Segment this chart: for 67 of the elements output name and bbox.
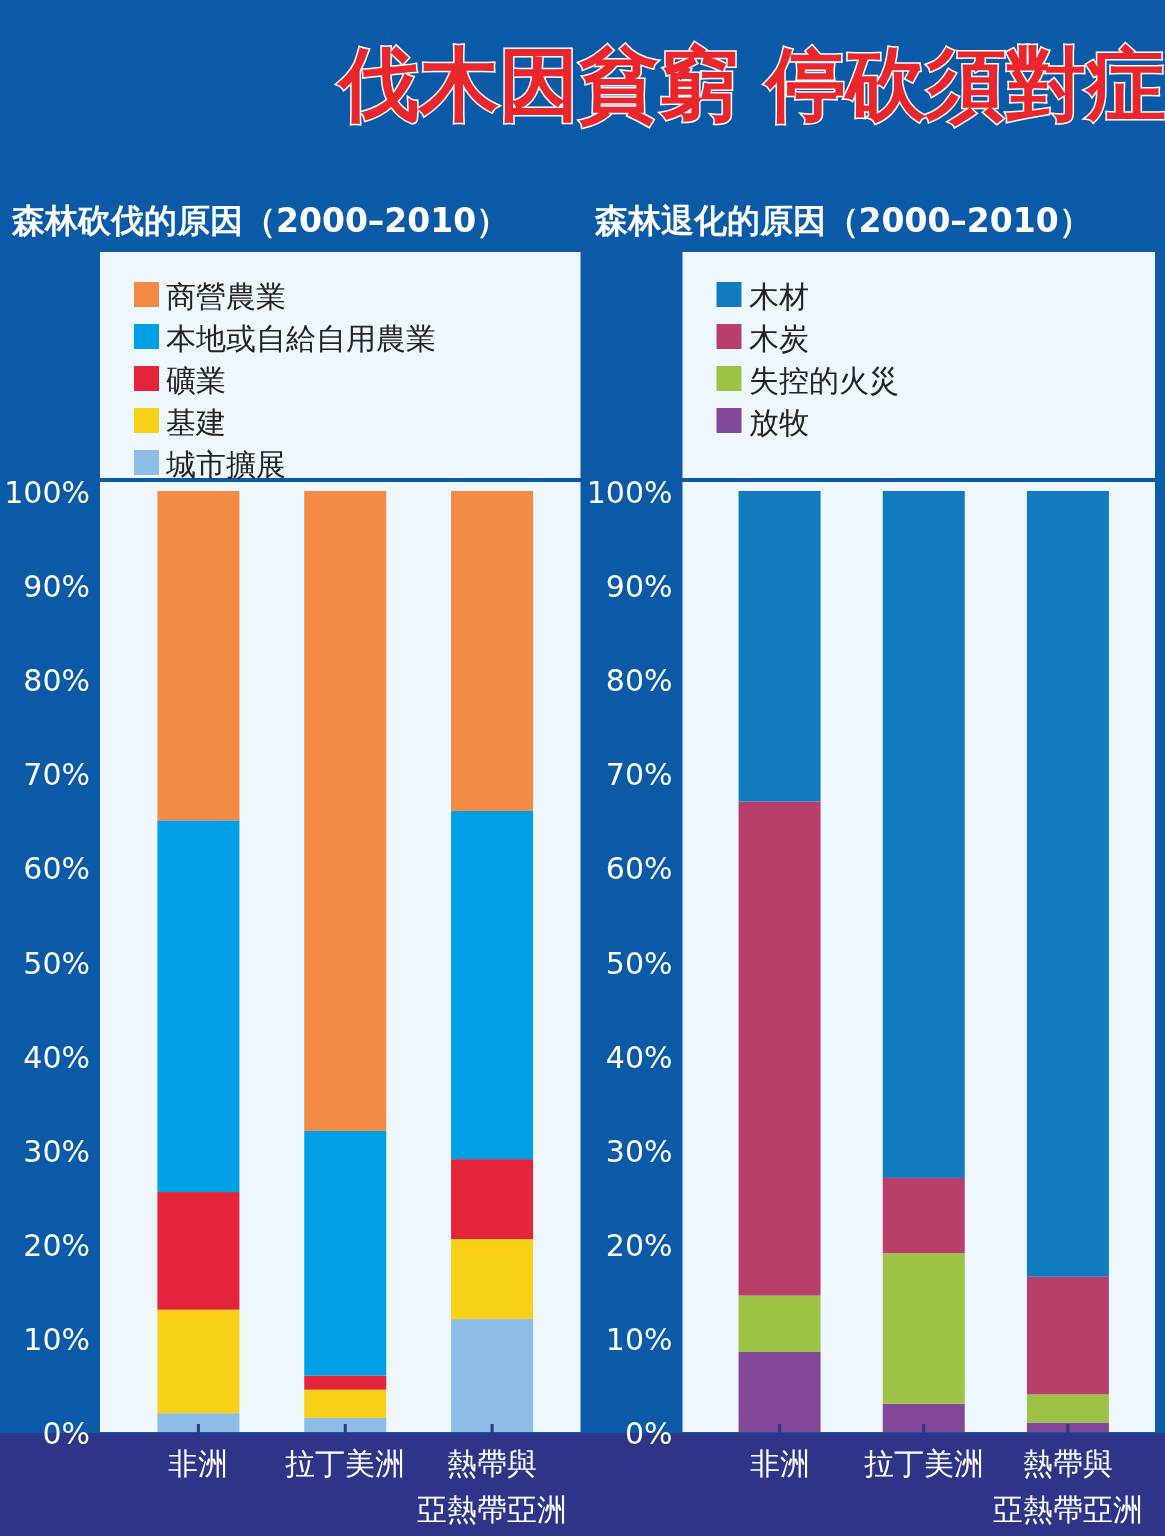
- x-tick-label: 非洲: [749, 1446, 810, 1481]
- bar: [157, 491, 240, 821]
- bar: [451, 1319, 534, 1432]
- bar: [738, 801, 821, 1296]
- y-tick-label: 70%: [23, 757, 90, 793]
- bar: [451, 1239, 534, 1320]
- bar: [1026, 1276, 1109, 1395]
- y-tick-label: 40%: [23, 1039, 90, 1075]
- y-tick-label: 30%: [605, 1133, 673, 1169]
- y-tick-label: 80%: [23, 663, 90, 699]
- bar: [1026, 1422, 1109, 1432]
- bar: [451, 810, 534, 1160]
- y-tick-label: 10%: [605, 1321, 673, 1357]
- y-tick-label: 70%: [605, 757, 673, 793]
- y-tick-label: 0%: [42, 1416, 90, 1451]
- legend-label: 基建: [166, 405, 226, 440]
- x-tick-label: 拉丁美洲: [863, 1446, 984, 1481]
- y-tick-label: 0%: [624, 1416, 673, 1451]
- bar: [157, 1192, 240, 1310]
- bar: [738, 491, 821, 802]
- y-tick-label: 100%: [4, 475, 90, 510]
- y-tick-label: 20%: [605, 1227, 673, 1263]
- bar: [304, 1130, 387, 1376]
- bar: [451, 1159, 534, 1240]
- legend-label: 木炭: [748, 321, 809, 356]
- bar: [1026, 491, 1109, 1277]
- legend-label: 商營農業: [166, 279, 286, 314]
- bar: [451, 491, 534, 811]
- bar: [1026, 1394, 1109, 1423]
- x-tick-label: 拉丁美洲: [285, 1446, 406, 1481]
- bar: [157, 1413, 240, 1432]
- bar: [304, 1375, 387, 1390]
- y-tick-label: 20%: [23, 1227, 90, 1263]
- x-tick-label: 熱帶與亞熱帶亞洲: [417, 1446, 568, 1527]
- text: 伐木因貧窮 停砍須對症: [335, 38, 1165, 131]
- bar: [738, 1352, 821, 1433]
- legend-label: 礦業: [166, 363, 226, 398]
- y-tick-label: 60%: [23, 851, 90, 887]
- y-tick-label: 50%: [23, 945, 90, 981]
- legend-label: 本地或自給自用農業: [166, 321, 436, 356]
- bar: [304, 491, 387, 1131]
- x-tick-label: 非洲: [168, 1446, 229, 1481]
- bar: [304, 1417, 387, 1433]
- legend-label: 木材: [748, 279, 809, 314]
- legend-label: 放牧: [748, 405, 809, 440]
- bar: [157, 1309, 240, 1414]
- x-tick-label: 熱帶與亞熱帶亞洲: [992, 1446, 1143, 1527]
- bar: [882, 1177, 965, 1254]
- y-tick-label: 10%: [23, 1321, 90, 1357]
- bar: [304, 1389, 387, 1418]
- bar: [882, 491, 965, 1178]
- bar: [157, 820, 240, 1193]
- y-tick-label: 50%: [605, 945, 673, 981]
- y-tick-label: 100%: [586, 475, 673, 510]
- chart-title: 森林砍伐的原因（2000–2010）: [11, 201, 510, 240]
- y-tick-label: 40%: [605, 1039, 673, 1075]
- chart-title: 森林退化的原因（2000–2010）: [593, 201, 1092, 240]
- y-tick-label: 30%: [23, 1133, 90, 1169]
- y-tick-label: 90%: [605, 569, 673, 605]
- y-tick-label: 60%: [605, 851, 673, 887]
- y-tick-label: 80%: [605, 663, 673, 699]
- y-tick-label: 90%: [23, 569, 90, 605]
- legend-label: 失控的火災: [748, 363, 899, 398]
- bar: [882, 1403, 965, 1432]
- bar: [882, 1253, 965, 1404]
- legend-label: 城市擴展: [165, 447, 286, 482]
- bar: [738, 1295, 821, 1353]
